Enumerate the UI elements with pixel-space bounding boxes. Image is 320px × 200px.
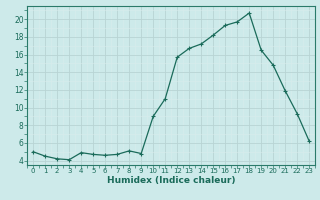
X-axis label: Humidex (Indice chaleur): Humidex (Indice chaleur) (107, 176, 236, 185)
